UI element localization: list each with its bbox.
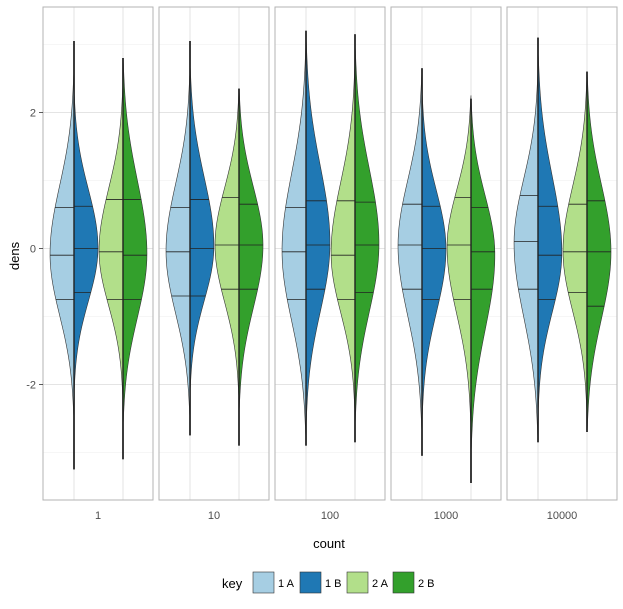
violin-half-b <box>470 98 496 453</box>
legend-swatch <box>252 571 275 594</box>
x-tick-label: 10000 <box>547 510 578 522</box>
violin-half-a <box>98 85 124 399</box>
violin-1000-2 <box>446 95 496 483</box>
violin-half-b <box>73 91 99 392</box>
violin-1-2 <box>98 57 148 460</box>
violin-half-a <box>49 71 75 419</box>
x-tick-label: 1 <box>95 510 101 522</box>
legend-item: 1 A <box>252 571 295 594</box>
facet-panel-1000 <box>390 6 502 501</box>
violin-half-a <box>446 95 472 426</box>
x-axis: 1 10 100 1000 10000 <box>95 510 577 522</box>
legend-label: 2 A <box>372 578 389 590</box>
y-axis-title: dens <box>7 241 22 270</box>
violin-half-a <box>281 44 307 439</box>
y-tick-label: -2 <box>26 379 36 391</box>
violin-half-a <box>513 71 539 439</box>
legend-swatch <box>392 571 415 594</box>
legend-item: 2 B <box>392 571 435 594</box>
violin-10000-2 <box>562 71 612 433</box>
y-axis: -2 0 2 <box>26 107 43 391</box>
violin-half-b <box>354 44 380 426</box>
violin-half-b <box>305 37 331 426</box>
violin-half-b <box>189 64 215 392</box>
legend-label: 1 B <box>325 578 342 590</box>
y-tick-label: 2 <box>30 107 36 119</box>
legend-label: 1 A <box>278 578 295 590</box>
panel-border <box>390 6 502 501</box>
violin-10-2 <box>214 88 264 446</box>
legend-item: 2 A <box>346 571 389 594</box>
facet-panel-1 <box>42 6 154 501</box>
panel-border <box>158 6 270 501</box>
legend-swatch <box>299 571 322 594</box>
facet-panels <box>42 6 618 501</box>
legend-swatch <box>346 571 369 594</box>
violin-half-a <box>165 71 191 419</box>
violin-half-b <box>537 51 563 412</box>
x-tick-label: 10 <box>208 510 220 522</box>
legend-label: 2 B <box>418 578 435 590</box>
y-tick-label: 0 <box>30 243 36 255</box>
x-axis-title: count <box>313 536 345 551</box>
legend-item: 1 B <box>299 571 342 594</box>
violin-10000-1 <box>513 37 563 443</box>
facet-panel-10 <box>158 6 270 501</box>
legend-title: key <box>222 576 243 591</box>
violin-half-b <box>238 88 264 412</box>
violin-half-a <box>397 71 423 433</box>
violin-half-a <box>330 64 356 412</box>
panel-border <box>42 6 154 501</box>
violin-half-b <box>421 91 447 419</box>
legend: key 1 A 1 B 2 A 2 B <box>222 571 435 594</box>
violin-100-1 <box>281 30 331 446</box>
violin-half-a <box>562 78 588 412</box>
violin-10-1 <box>165 41 215 436</box>
x-tick-label: 100 <box>321 510 339 522</box>
violin-half-b <box>122 57 148 426</box>
facet-panel-10000 <box>506 6 618 501</box>
violin-100-2 <box>330 34 380 443</box>
facet-panel-100 <box>274 6 386 501</box>
panel-border <box>274 6 386 501</box>
violin-1-1 <box>49 41 99 470</box>
panel-border <box>506 6 618 501</box>
violin-1000-1 <box>397 68 447 456</box>
x-tick-label: 1000 <box>434 510 458 522</box>
